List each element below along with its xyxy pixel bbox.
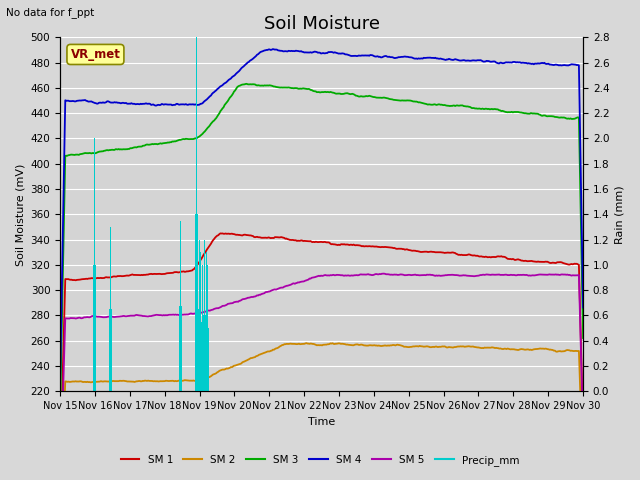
Y-axis label: Rain (mm): Rain (mm) [615,185,625,244]
Bar [206,252,207,391]
Title: Soil Moisture: Soil Moisture [264,15,380,33]
Bar [180,221,181,391]
Bar [202,265,203,391]
Bar [94,138,95,391]
Bar [195,215,196,391]
Bar [181,306,182,391]
Bar [199,240,200,391]
Text: VR_met: VR_met [70,48,120,61]
Bar [204,240,205,391]
Legend: SM 1, SM 2, SM 3, SM 4, SM 5, Precip_mm: SM 1, SM 2, SM 3, SM 4, SM 5, Precip_mm [116,451,524,470]
Bar [179,306,180,391]
Bar [198,309,199,391]
Bar [93,265,94,391]
Bar [110,227,111,391]
Bar [200,252,201,391]
Text: No data for f_ppt: No data for f_ppt [6,7,95,18]
Y-axis label: Soil Moisture (mV): Soil Moisture (mV) [15,163,25,265]
Bar [197,215,198,391]
Bar [95,265,96,391]
Bar [111,309,112,391]
Bar [205,315,206,391]
Bar [201,322,202,391]
Bar [207,265,208,391]
X-axis label: Time: Time [308,417,335,427]
